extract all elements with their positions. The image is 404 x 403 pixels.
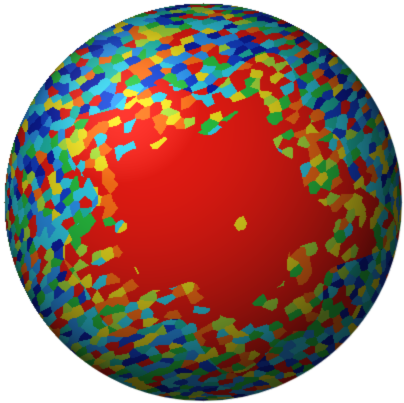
- scene: [0, 0, 404, 403]
- patchwork-sphere: [0, 0, 404, 403]
